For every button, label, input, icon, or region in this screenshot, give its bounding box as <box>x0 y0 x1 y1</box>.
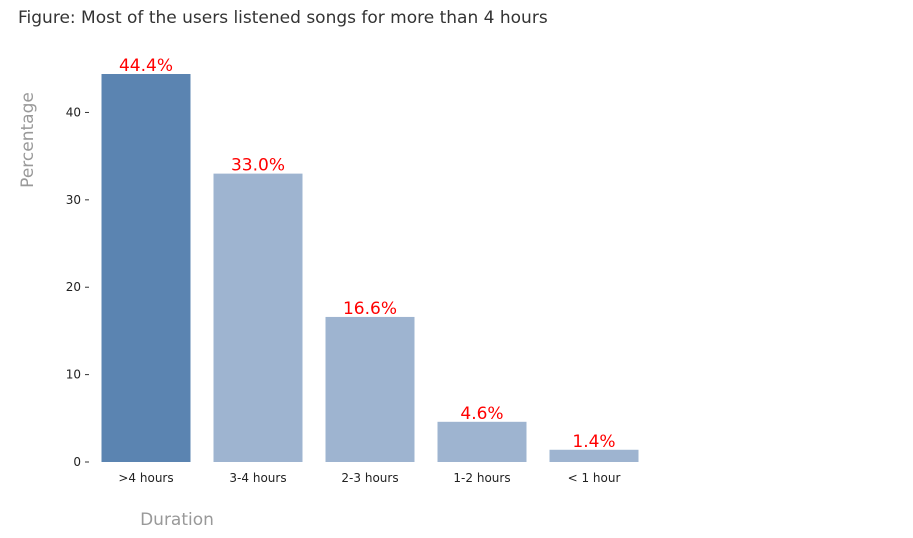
data-label-0: 44.4% <box>119 56 173 76</box>
y-axis-label: Percentage <box>18 92 38 188</box>
data-label-1: 33.0% <box>231 156 285 176</box>
bar-4 <box>549 449 639 462</box>
x-axis: >4 hours 3-4 hours 2-3 hours 1-2 hours < 1 h… <box>118 471 620 485</box>
data-label-2: 16.6% <box>343 299 397 319</box>
y-tick-label-0: 0 <box>73 455 81 469</box>
y-tick-label-2: 20 <box>66 280 81 294</box>
x-tick-label-4: < 1 hour <box>568 471 621 485</box>
y-tick-label-3: 30 <box>66 193 81 207</box>
x-axis-label: Duration <box>140 510 214 530</box>
bar-0 <box>101 74 191 462</box>
data-labels-group: 44.4% 33.0% 16.6% 4.6% 1.4% <box>119 56 616 452</box>
bar-2 <box>325 316 415 462</box>
bar-3 <box>437 421 527 462</box>
x-tick-label-3: 1-2 hours <box>453 471 510 485</box>
bars-group <box>101 74 639 462</box>
x-tick-label-0: >4 hours <box>118 471 173 485</box>
x-tick-label-2: 2-3 hours <box>341 471 398 485</box>
bar-1 <box>213 173 303 462</box>
data-label-4: 1.4% <box>572 432 615 452</box>
x-tick-label-1: 3-4 hours <box>229 471 286 485</box>
y-axis: 0 10 20 30 40 <box>66 105 89 469</box>
y-tick-label-1: 10 <box>66 368 81 382</box>
y-tick-label-4: 40 <box>66 105 81 119</box>
chart-title: Figure: Most of the users listened songs… <box>18 8 548 28</box>
data-label-3: 4.6% <box>460 404 503 424</box>
